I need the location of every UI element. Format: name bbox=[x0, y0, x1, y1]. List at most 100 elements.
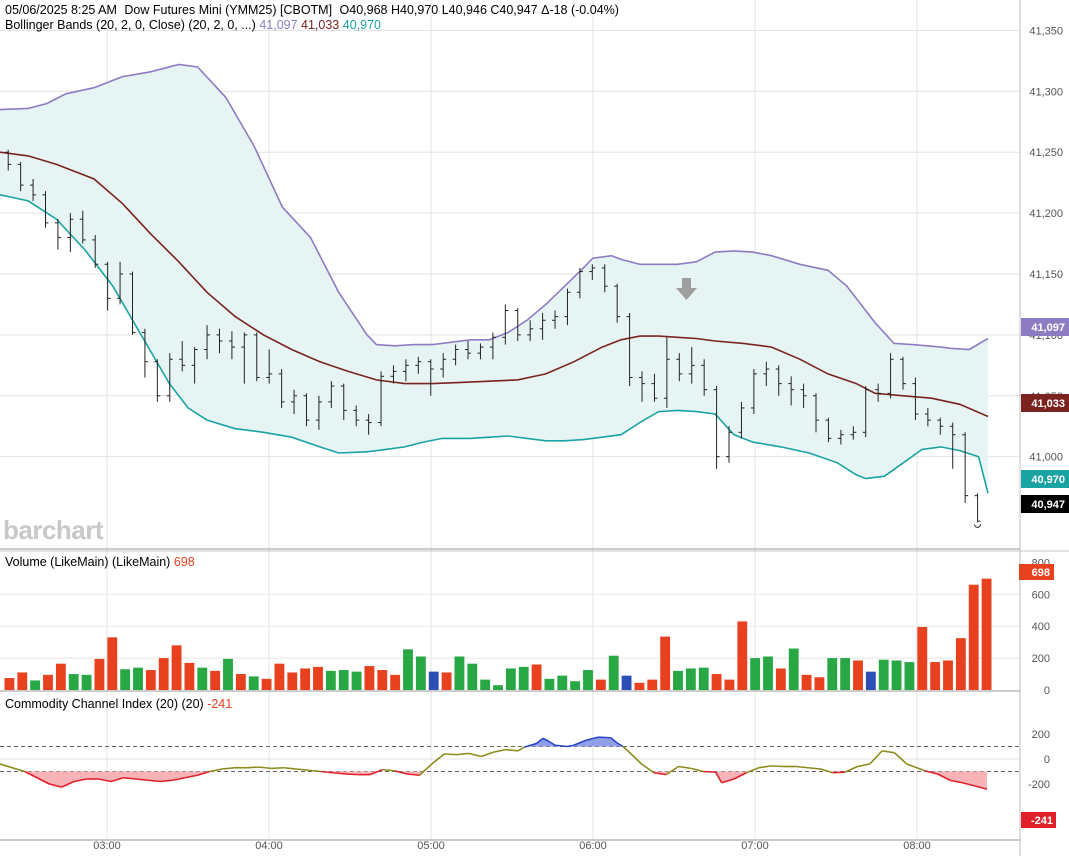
volume-bar bbox=[223, 658, 233, 690]
cci-line-segment bbox=[308, 769, 321, 773]
cci-line-segment bbox=[418, 763, 433, 776]
ohlc-bar bbox=[179, 340, 186, 372]
cci-line-segment bbox=[184, 774, 198, 779]
ohlc-bar bbox=[303, 393, 310, 427]
volume-bar bbox=[801, 674, 812, 690]
cci-line-segment bbox=[259, 766, 272, 770]
ohlc-bar bbox=[813, 393, 820, 433]
ohlc-bar bbox=[800, 383, 807, 408]
time-tick-label: 04:00 bbox=[255, 840, 283, 852]
volume-bar bbox=[878, 659, 889, 690]
volume-bar bbox=[338, 670, 349, 690]
ohlc-bar bbox=[315, 395, 322, 430]
ohlc-bar bbox=[788, 376, 795, 406]
volume-legend[interactable]: Volume (LikeMain) (LikeMain) 698 bbox=[5, 555, 195, 569]
ohlc-bar bbox=[763, 361, 770, 387]
volume-bar bbox=[81, 674, 92, 690]
cci-line-segment bbox=[561, 745, 568, 748]
cci-line-segment bbox=[962, 781, 975, 787]
volume-bar bbox=[287, 672, 298, 690]
volume-bar bbox=[480, 679, 491, 690]
cci-line-segment bbox=[197, 770, 210, 777]
volume-bar bbox=[943, 660, 953, 690]
ohlc-bar bbox=[5, 149, 12, 171]
volume-value-box-text: 698 bbox=[1032, 567, 1050, 579]
middle-band-line bbox=[0, 151, 989, 418]
volume-bar bbox=[788, 648, 799, 690]
cci-line-segment bbox=[271, 766, 284, 770]
cci-label: Commodity Channel Index (20) (20) bbox=[5, 697, 204, 711]
ohlc-bar bbox=[117, 261, 124, 305]
cci-line-segment bbox=[721, 778, 735, 784]
cci-value-box: -241 bbox=[1021, 812, 1056, 828]
time-tick-label: 08:00 bbox=[903, 840, 931, 852]
cci-line-segment bbox=[678, 765, 692, 770]
price-value-box: 41,033 bbox=[1021, 394, 1069, 412]
cci-line-segment bbox=[369, 768, 383, 776]
price-value-box: 40,970 bbox=[1021, 470, 1069, 488]
ohlc-bar bbox=[576, 267, 583, 299]
volume-bar bbox=[55, 663, 66, 690]
last-bar-marker bbox=[974, 524, 982, 528]
ohlc-bar bbox=[614, 283, 621, 323]
volume-bar bbox=[184, 662, 195, 690]
cci-line-segment bbox=[598, 736, 611, 739]
ohlc-bar bbox=[875, 383, 882, 402]
volume-bar bbox=[904, 662, 915, 690]
price-value-box-bg bbox=[1021, 394, 1069, 412]
volume-bar bbox=[660, 636, 671, 690]
cci-line-segment bbox=[431, 753, 445, 765]
volume-bar bbox=[917, 626, 928, 690]
volume-bar bbox=[557, 675, 568, 690]
ohlc-bar bbox=[639, 371, 646, 402]
volume-bar bbox=[493, 685, 503, 690]
volume-bar bbox=[608, 655, 619, 690]
ohlc-bar bbox=[651, 373, 658, 402]
price-value-box-text: 41,033 bbox=[1031, 398, 1065, 410]
cci-line-segment bbox=[573, 739, 587, 746]
ohlc-bar bbox=[713, 386, 720, 469]
ohlc-bar bbox=[129, 271, 136, 335]
ohlc-bar bbox=[54, 219, 61, 250]
volume-bar bbox=[441, 672, 452, 690]
cci-line-segment bbox=[407, 773, 420, 777]
price-tick-label: 41,300 bbox=[1029, 86, 1063, 98]
barchart-logo: barchart bbox=[3, 515, 104, 545]
symbol-title[interactable]: Dow Futures Mini (YMM25) [CBOTM] bbox=[124, 3, 333, 17]
cci-plot bbox=[0, 736, 1020, 790]
ohlc-bar bbox=[837, 429, 844, 445]
cci-value-box-bg bbox=[1021, 812, 1056, 828]
cci-line-segment bbox=[505, 748, 519, 752]
ohlc-bar bbox=[887, 353, 894, 399]
cci-value-box-text: -241 bbox=[1031, 815, 1053, 827]
volume-bar bbox=[428, 671, 439, 690]
ohlc-bar bbox=[527, 320, 534, 341]
cci-value: -241 bbox=[207, 697, 233, 711]
volume-bar bbox=[261, 678, 272, 690]
volume-bar bbox=[570, 681, 581, 690]
cci-oversold-fill bbox=[703, 771, 750, 783]
ohlc-bar bbox=[750, 368, 757, 415]
ohlc-bar bbox=[378, 371, 385, 427]
bollinger-legend[interactable]: Bollinger Bands (20, 2, 0, Close) (20, 2… bbox=[5, 18, 381, 32]
volume-value: 698 bbox=[173, 555, 195, 569]
ohlc-bar bbox=[30, 179, 37, 201]
volume-bar bbox=[274, 663, 285, 690]
cci-line-segment bbox=[147, 779, 161, 783]
band-fill bbox=[0, 64, 988, 494]
volume-bar bbox=[197, 667, 208, 690]
cci-line-segment bbox=[493, 748, 506, 753]
volume-bar bbox=[865, 671, 876, 690]
cci-legend[interactable]: Commodity Channel Index (20) (20) -241 bbox=[5, 697, 232, 711]
cci-line-segment bbox=[320, 770, 334, 774]
ohlc-bar bbox=[154, 359, 161, 402]
volume-bar bbox=[544, 678, 555, 690]
ohlc-bar bbox=[825, 417, 832, 443]
volume-bar bbox=[415, 656, 426, 690]
volume-bar bbox=[968, 584, 979, 690]
price-value-box-text: 40,947 bbox=[1031, 499, 1065, 511]
cci-line-segment bbox=[857, 763, 870, 768]
cci-line-segment bbox=[49, 783, 62, 788]
ohlc-bar bbox=[291, 389, 298, 415]
cci-line-segment bbox=[221, 766, 235, 770]
